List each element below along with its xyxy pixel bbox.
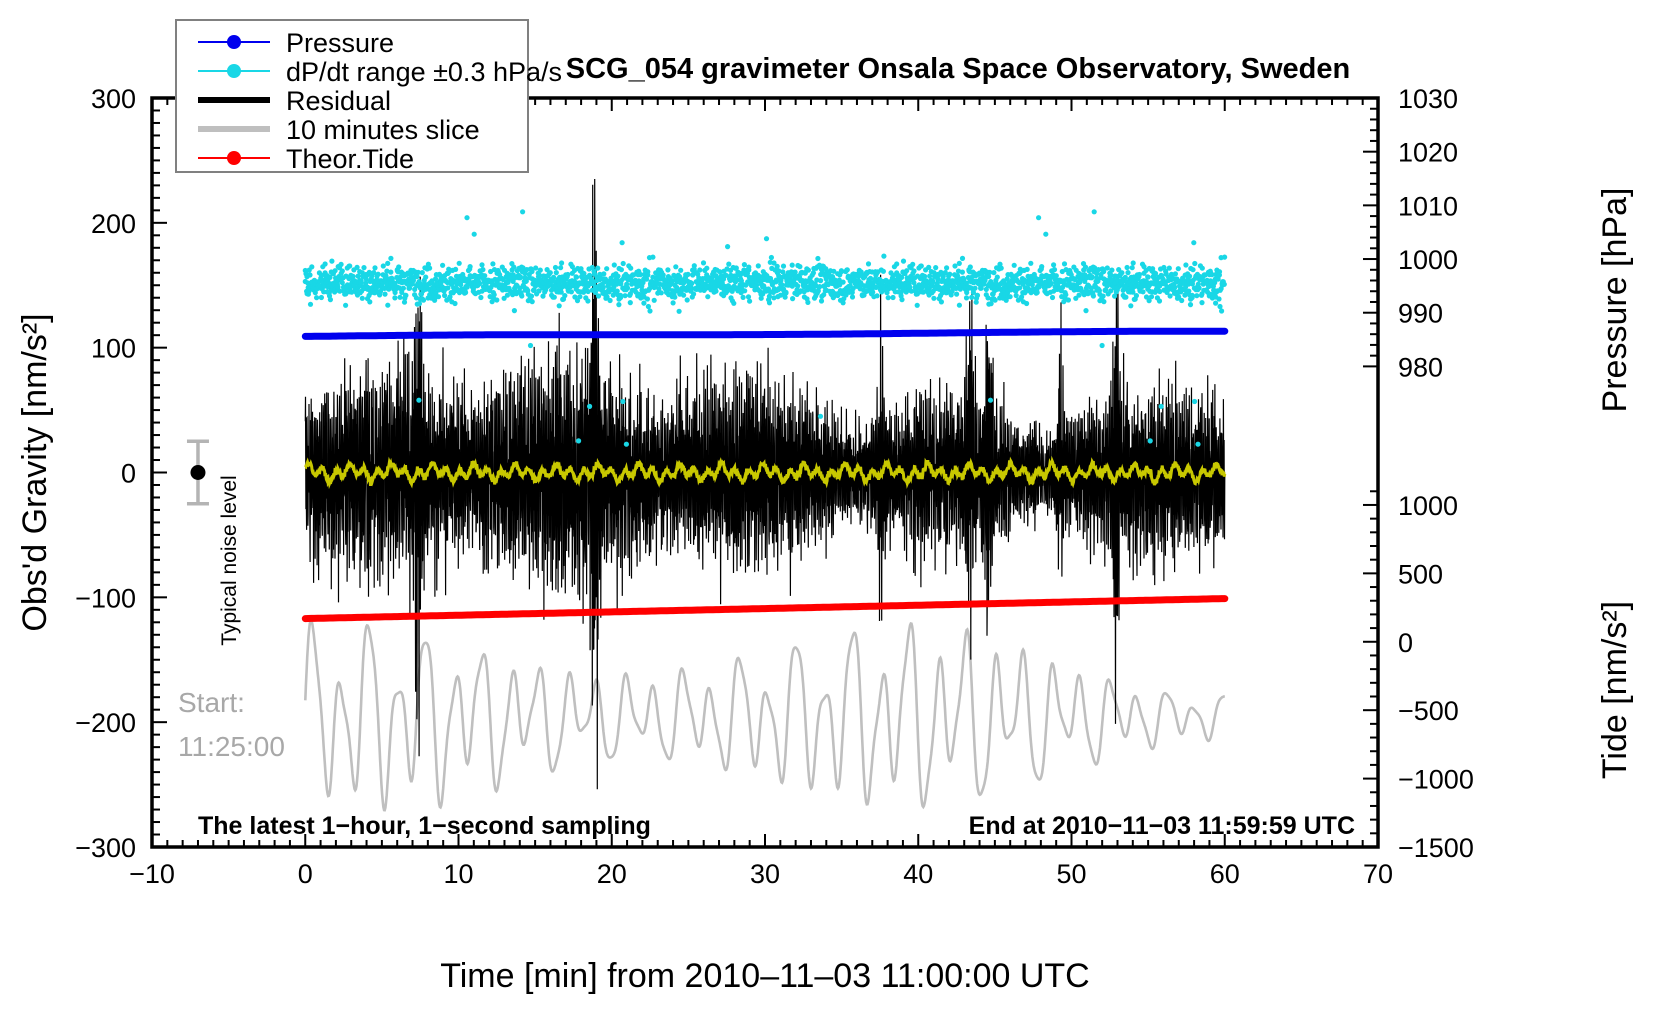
y2-pressure-axis-title: Pressure [hPa] (1596, 188, 1634, 413)
y2-pressure-tick-label: 1010 (1398, 191, 1458, 221)
legend-item-label: Residual (286, 86, 391, 116)
legend-item-label: Pressure (286, 28, 394, 58)
y-tick-label: 300 (91, 84, 136, 114)
series-10-minutes-slice (304, 618, 1225, 812)
sampling-note: The latest 1−hour, 1−second sampling (198, 812, 651, 840)
y2-tide-tick-label: −1000 (1398, 765, 1474, 795)
legend-item-label: 10 minutes slice (286, 115, 480, 145)
y-tick-label: 100 (91, 334, 136, 364)
legend-item[interactable]: dP/dt range ±0.3 hPa/s (198, 57, 562, 87)
y2-pressure-tick-label: 980 (1398, 352, 1443, 382)
x-tick-label: 10 (443, 859, 473, 889)
legend-marker-icon (198, 151, 270, 165)
y2-tide-tick-label: 500 (1398, 559, 1443, 589)
x-tick-label: 70 (1363, 859, 1393, 889)
y2-tide-axis-title: Tide [nm/s²] (1596, 601, 1634, 779)
y2-tide-tick-label: −500 (1398, 696, 1459, 726)
y2-pressure-tick-label: 1020 (1398, 138, 1458, 168)
legend-marker-icon (198, 64, 270, 78)
series-filtered-residual (304, 455, 1227, 490)
y2-pressure-tick-label: 1000 (1398, 245, 1458, 275)
noise-marker-dot (190, 465, 206, 480)
y2-pressure-tick-label: 990 (1398, 299, 1443, 329)
x-tick-label: −10 (129, 859, 175, 889)
x-axis-title: Time [min] from 2010–11–03 11:00:00 UTC (440, 957, 1089, 995)
y2-tide-tick-label: −1500 (1398, 833, 1474, 863)
y-tick-label: −200 (75, 708, 136, 738)
series-pressure (301, 327, 1229, 340)
x-tick-label: 40 (903, 859, 933, 889)
legend-item-label: dP/dt range ±0.3 hPa/s (286, 57, 562, 87)
legend-item[interactable]: Pressure (198, 28, 394, 58)
series-dpdt-scatter (302, 209, 1228, 447)
legend-item-label: Theor.Tide (286, 144, 414, 174)
x-tick-label: 50 (1056, 859, 1086, 889)
y2-tide-tick-label: 1000 (1398, 491, 1458, 521)
y-tick-label: 200 (91, 209, 136, 239)
end-time-note: End at 2010−11−03 11:59:59 UTC (969, 812, 1355, 840)
start-label-line2: 11:25:00 (178, 731, 285, 762)
y-tick-label: −300 (75, 833, 136, 863)
y-tick-label: 0 (121, 459, 136, 489)
legend-item[interactable]: 10 minutes slice (198, 115, 480, 145)
y2-tide-tick-label: 0 (1398, 628, 1413, 658)
series-theor-tide (301, 595, 1229, 623)
x-tick-label: 60 (1210, 859, 1240, 889)
legend-item[interactable]: Theor.Tide (198, 144, 414, 174)
start-label-line1: Start: (178, 687, 245, 718)
y-axis-title: Obs'd Gravity [nm/s²] (16, 313, 54, 631)
chart-title: SCG_054 gravimeter Onsala Space Observat… (566, 53, 1350, 85)
y-tick-label: −100 (75, 583, 136, 613)
x-tick-label: 20 (597, 859, 627, 889)
x-tick-label: 0 (298, 859, 313, 889)
y2-pressure-tick-label: 1030 (1398, 84, 1458, 114)
noise-level-label: Typical noise level (218, 475, 241, 645)
x-tick-label: 30 (750, 859, 780, 889)
legend-item[interactable]: Residual (198, 86, 391, 116)
legend-marker-icon (198, 35, 270, 49)
